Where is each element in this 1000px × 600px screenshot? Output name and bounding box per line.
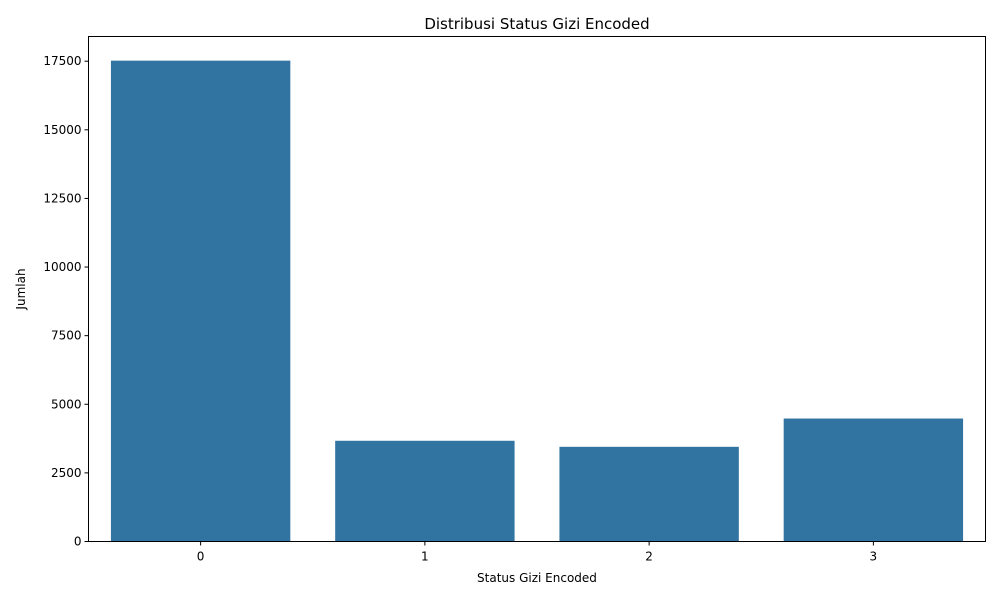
x-tick-label: 1 (421, 550, 429, 564)
x-axis-label: Status Gizi Encoded (477, 571, 597, 585)
x-tick-label: 0 (197, 550, 205, 564)
bar-1 (335, 440, 515, 542)
y-tick-label: 2500 (51, 466, 82, 480)
plot-frame (88, 36, 986, 542)
x-tick-label: 3 (870, 550, 878, 564)
y-tick-label: 0 (74, 535, 82, 549)
y-tick-label: 12500 (43, 191, 81, 205)
y-tick-label: 17500 (43, 54, 81, 68)
y-tick-label: 15000 (43, 123, 81, 137)
bar-2 (559, 446, 739, 542)
bar-0 (110, 60, 291, 542)
x-tick-label: 2 (645, 550, 653, 564)
y-axis-label: Jumlah (14, 268, 28, 310)
chart-title: Distribusi Status Gizi Encoded (424, 15, 649, 33)
y-tick-label: 7500 (51, 329, 82, 343)
bar-3 (783, 418, 964, 542)
plot-area: 0 1 2 3 0 2500 5000 7500 10000 12500 15000 17500 (43, 54, 964, 564)
y-tick-label: 10000 (43, 260, 81, 274)
y-tick-label: 5000 (51, 397, 82, 411)
